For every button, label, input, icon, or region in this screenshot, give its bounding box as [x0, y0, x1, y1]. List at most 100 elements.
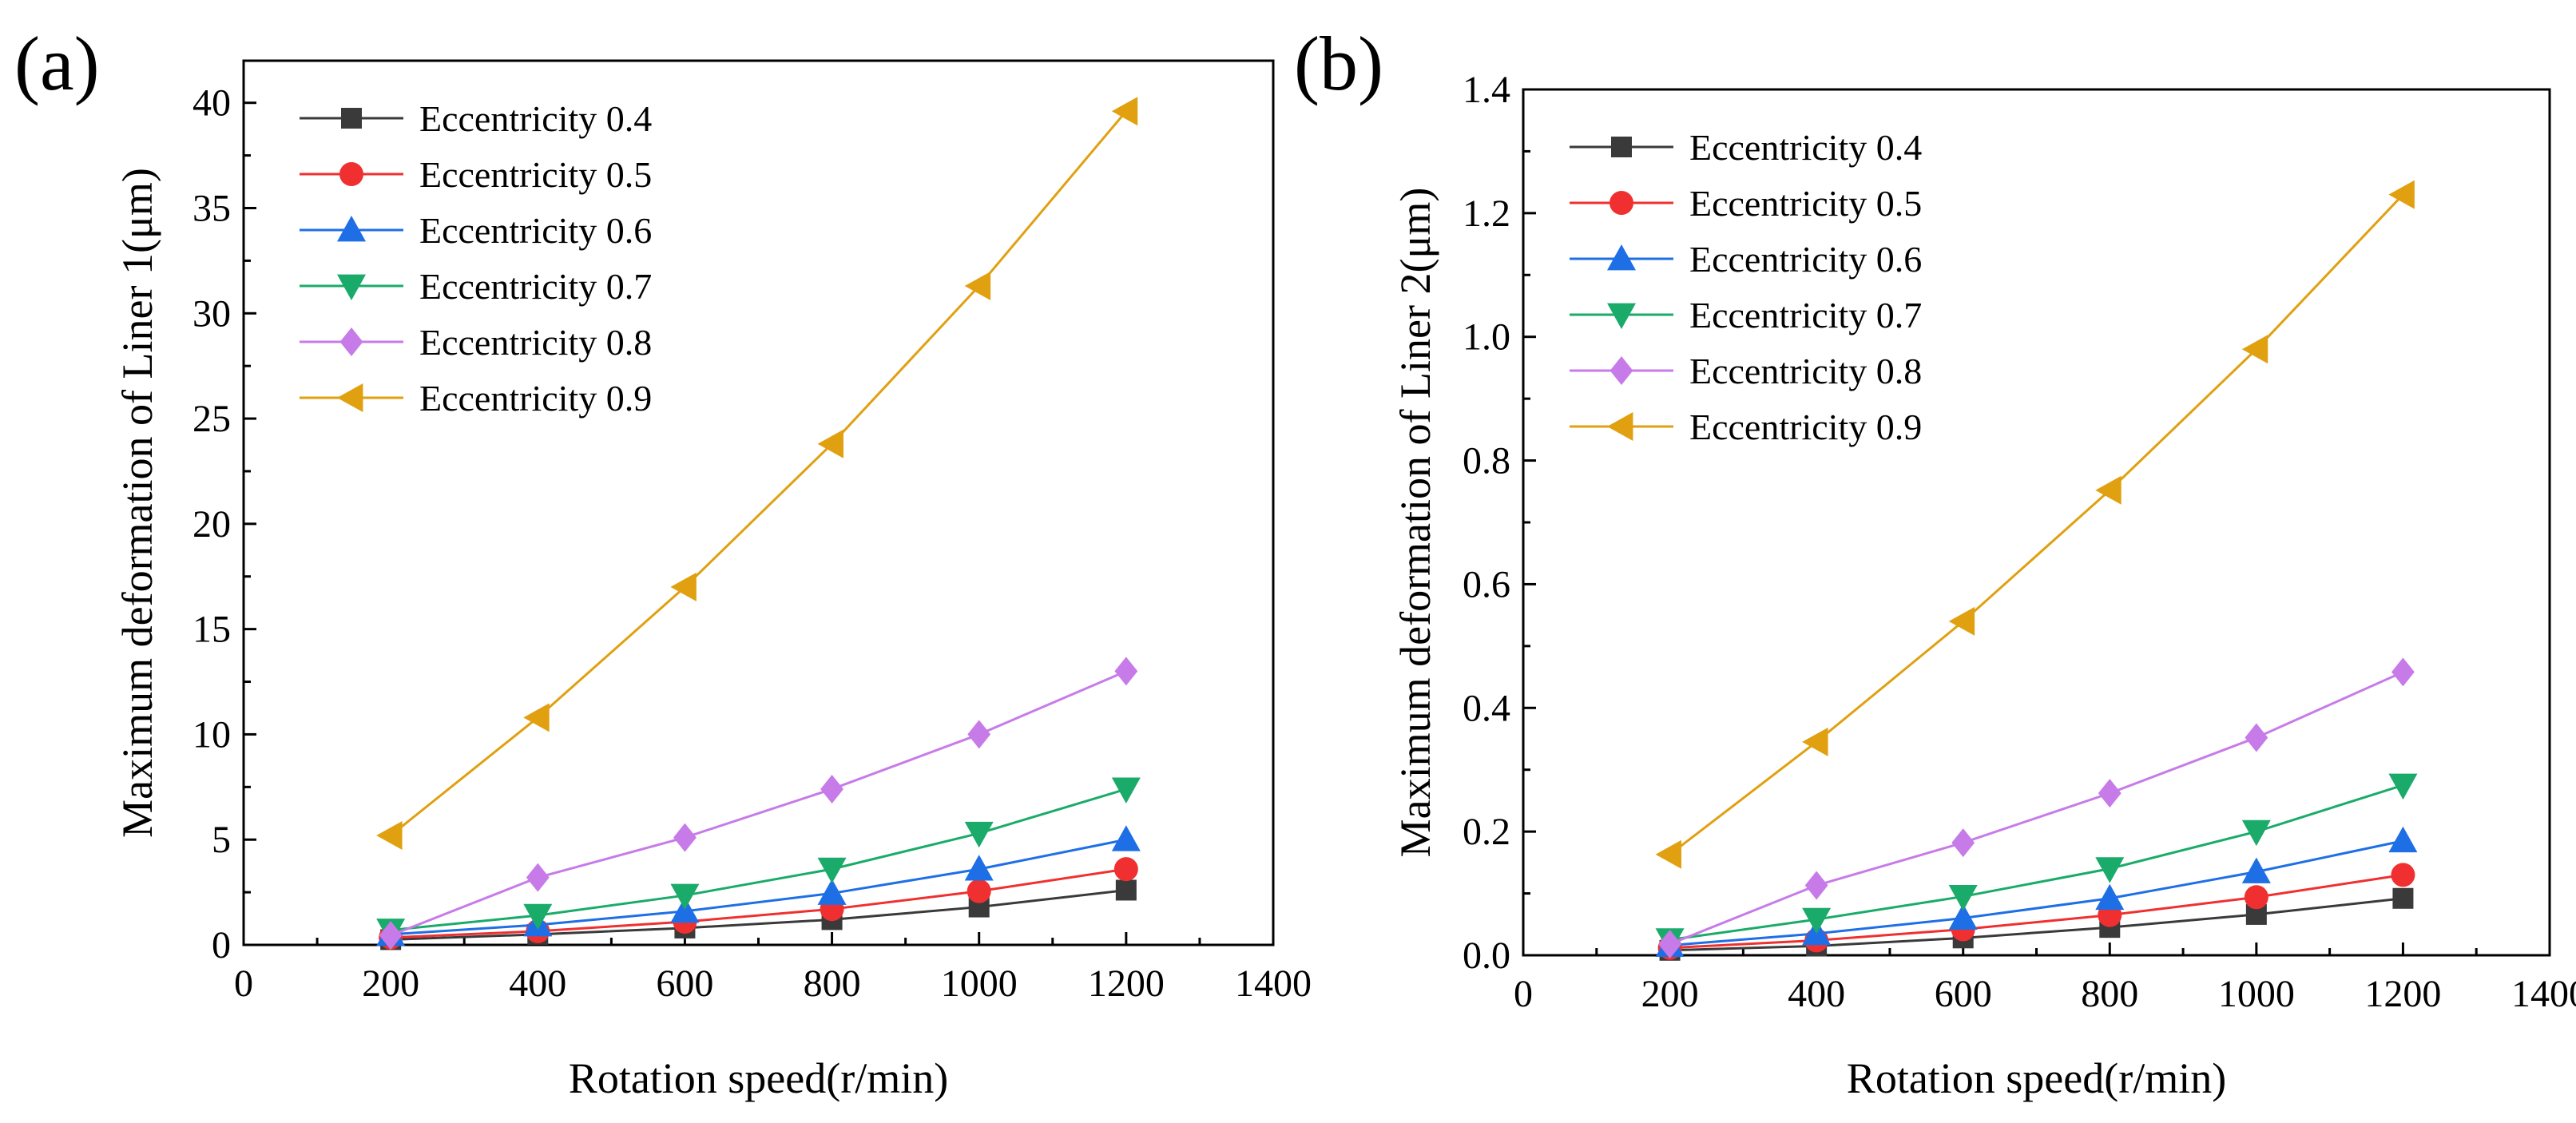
legend-label: Eccentricity 0.5: [419, 154, 652, 195]
data-point: [2095, 857, 2125, 883]
data-point: [964, 855, 994, 881]
plot-frame: [1522, 88, 2551, 957]
series-line: [391, 867, 1127, 939]
y-tick-label: 0: [212, 924, 231, 966]
data-point: [817, 879, 847, 905]
legend-label: Eccentricity 0.9: [419, 378, 652, 419]
x-tick-label: 400: [1788, 973, 1845, 1015]
data-point: [1113, 857, 1138, 882]
series-line: [391, 838, 1127, 936]
series-line: [1669, 193, 2404, 855]
data-point: [2391, 863, 2415, 887]
x-tick-label: 1200: [2364, 973, 2441, 1015]
legend-label: Eccentricity 0.7: [419, 266, 652, 307]
series-line: [1669, 897, 2403, 952]
data-point: [2392, 887, 2414, 909]
y-tick-label: 20: [193, 503, 231, 546]
x-axis-title: Rotation speed(r/min): [1847, 1054, 2226, 1102]
series-line: [390, 669, 1127, 937]
data-point: [673, 823, 697, 852]
data-point: [817, 429, 843, 458]
data-point: [967, 720, 991, 749]
data-point: [1658, 930, 1681, 959]
data-point: [1802, 907, 1832, 935]
legend-label: Eccentricity 0.9: [1689, 407, 1922, 447]
legend-label: Eccentricity 0.4: [419, 98, 652, 139]
data-point: [2388, 826, 2418, 853]
legend-marker: [337, 383, 363, 412]
y-tick-label: 1.0: [1463, 316, 1510, 359]
y-tick-label: 0.0: [1463, 935, 1510, 977]
series-line: [1669, 873, 2403, 950]
data-point: [526, 863, 550, 892]
legend-marker: [341, 108, 362, 129]
data-point: [1948, 885, 1978, 911]
series-line: [1669, 839, 2403, 947]
x-tick-label: 200: [362, 962, 419, 1005]
series-line: [391, 888, 1127, 941]
data-point: [670, 883, 700, 911]
legend-label: Eccentricity 0.7: [1689, 295, 1922, 335]
y-axis-title: Maximum deformation of Liner 2(μm): [1391, 188, 1439, 858]
y-tick-label: 0.4: [1463, 687, 1510, 729]
data-point: [1111, 825, 1141, 851]
data-point: [1951, 828, 1975, 858]
y-tick-label: 15: [193, 609, 231, 651]
data-point: [376, 820, 403, 850]
x-tick-label: 1000: [941, 962, 1018, 1005]
data-point: [2095, 883, 2125, 911]
legend-label: Eccentricity 0.5: [1689, 183, 1922, 224]
data-point: [1111, 777, 1141, 804]
series-line: [390, 110, 1128, 837]
legend-marker: [337, 274, 366, 300]
x-tick-label: 600: [1935, 973, 1992, 1015]
data-point: [2241, 857, 2271, 883]
series-line: [1669, 671, 2404, 946]
x-tick-label: 1400: [1235, 962, 1312, 1005]
legend-marker: [1607, 244, 1636, 271]
legend-marker: [1610, 191, 1633, 215]
data-point: [1114, 657, 1138, 686]
y-tick-label: 35: [193, 188, 231, 230]
legend-marker: [339, 162, 363, 186]
data-point: [1111, 97, 1138, 126]
y-tick-label: 0.8: [1463, 440, 1510, 482]
series-line: [390, 788, 1127, 932]
x-tick-label: 800: [804, 962, 861, 1005]
series-line: [1669, 784, 2403, 942]
legend-label: Eccentricity 0.4: [1689, 127, 1922, 168]
x-tick-label: 400: [509, 962, 566, 1005]
legend-marker: [1607, 412, 1633, 441]
panel-label: (b): [1294, 21, 1383, 106]
data-point: [2241, 335, 2268, 364]
data-point: [820, 774, 843, 804]
y-tick-label: 0.6: [1463, 563, 1510, 605]
y-tick-label: 1.4: [1463, 69, 1510, 111]
y-axis-title: Maximum deformation of Liner 1(μm): [113, 168, 161, 838]
data-point: [670, 572, 697, 601]
data-point: [1802, 727, 1828, 756]
x-tick-label: 800: [2081, 973, 2138, 1015]
y-tick-label: 1.2: [1463, 192, 1510, 235]
x-tick-label: 1000: [2218, 973, 2295, 1015]
legend-marker: [1607, 303, 1636, 329]
legend-marker: [337, 216, 366, 242]
data-point: [1948, 903, 1978, 930]
data-point: [817, 857, 847, 884]
data-point: [1655, 839, 1681, 869]
legend-marker: [1610, 356, 1633, 385]
data-point: [523, 703, 550, 732]
y-tick-label: 30: [193, 292, 231, 335]
data-point: [523, 903, 553, 931]
x-tick-label: 600: [656, 962, 713, 1005]
y-tick-label: 25: [193, 398, 231, 440]
data-point: [379, 921, 403, 950]
y-tick-label: 5: [212, 819, 231, 861]
panel-label: (a): [14, 21, 100, 106]
x-tick-label: 0: [234, 962, 253, 1005]
data-point: [1804, 871, 1828, 900]
x-tick-label: 0: [1514, 973, 1533, 1015]
data-point: [2241, 819, 2271, 847]
x-axis-title: Rotation speed(r/min): [569, 1054, 948, 1102]
